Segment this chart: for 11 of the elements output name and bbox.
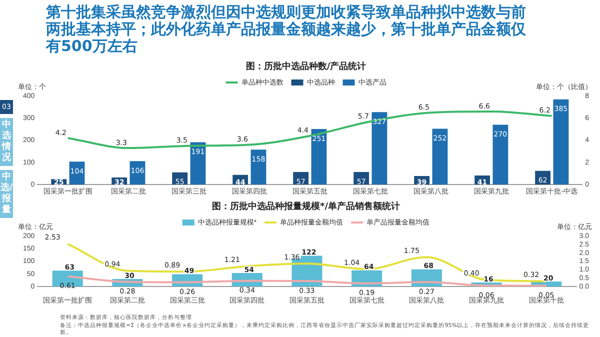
- bar: [432, 128, 448, 185]
- chart-title: 图：历批中选品种报量规模*/单产品销售额统计: [211, 200, 401, 212]
- bar: [311, 129, 327, 185]
- bar: [250, 150, 266, 185]
- text: 中选/报量: [0, 170, 13, 218]
- text: 第十批集采虽然竞争激烈但因中选规则更加收紧导致单品种拟中选数与前两批基本持平；此外化药单产品报量金额越来越少，第十批单产品金额仅有500万左右: [46, 3, 526, 55]
- text: 中选情况: [0, 118, 13, 166]
- bar: [553, 99, 569, 185]
- bar: [372, 112, 388, 185]
- bar: [492, 124, 508, 185]
- chart-title: 图：历批中选品种数/产品统计: [244, 60, 368, 72]
